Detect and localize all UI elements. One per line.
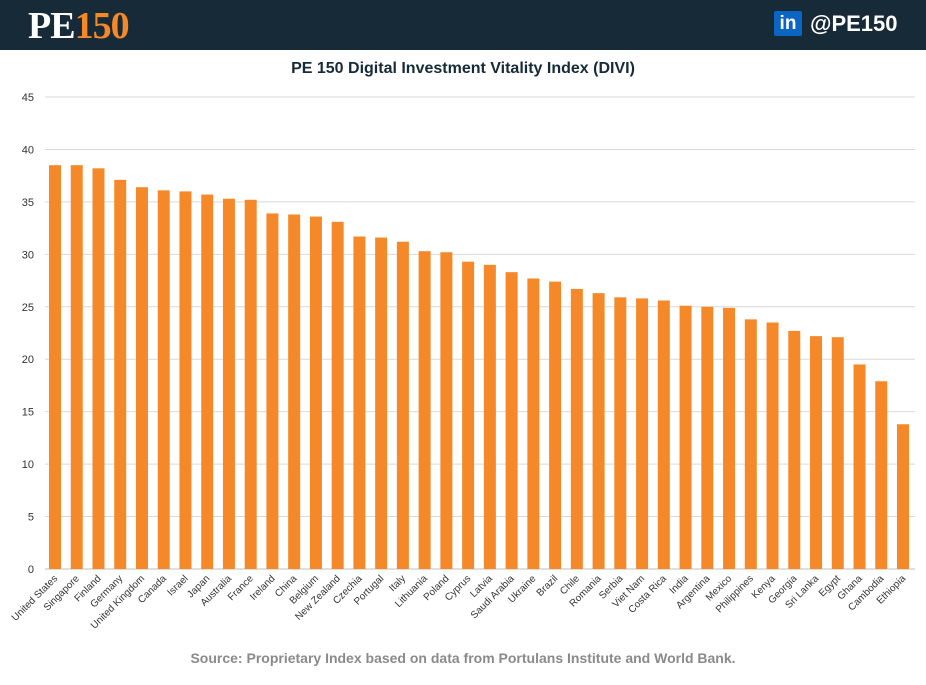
bar-philippines — [744, 319, 757, 569]
bar-ireland — [266, 213, 279, 569]
bar-brazil — [549, 281, 562, 569]
y-tick-label: 10 — [22, 459, 34, 471]
bar-czechia — [353, 236, 366, 569]
linkedin-handle[interactable]: @PE150 — [810, 11, 898, 36]
bar-italy — [396, 241, 409, 569]
linkedin-icon[interactable]: in — [774, 11, 802, 36]
y-tick-label: 30 — [22, 249, 34, 261]
y-tick-label: 20 — [22, 354, 34, 366]
bar-costa-rica — [657, 300, 670, 569]
source-note: Source: Proprietary Index based on data … — [190, 650, 736, 666]
bar-ghana — [853, 364, 866, 569]
bar-viet-nam — [636, 298, 649, 569]
bar-argentina — [701, 306, 714, 569]
bar-saudi-arabia — [505, 272, 518, 569]
bar-canada — [157, 190, 170, 569]
bar-romania — [592, 293, 605, 569]
bar-lithuania — [418, 251, 431, 570]
bar-japan — [201, 194, 214, 569]
bar-india — [679, 305, 692, 569]
bar-poland — [440, 252, 453, 570]
pe150-logo: PE150 — [28, 5, 130, 47]
bar-australia — [222, 198, 235, 569]
bar-serbia — [614, 297, 627, 569]
bar-singapore — [70, 165, 83, 569]
logo-pe: PE — [28, 5, 76, 47]
bar-belgium — [309, 216, 322, 569]
y-tick-label: 35 — [22, 197, 34, 209]
bar-finland — [92, 168, 105, 569]
bar-germany — [114, 179, 127, 569]
bar-mexico — [723, 307, 736, 569]
chart-title: PE 150 Digital Investment Vitality Index… — [291, 60, 635, 77]
y-tick-label: 5 — [28, 512, 34, 524]
bar-cambodia — [875, 381, 888, 569]
y-tick-label: 15 — [22, 407, 34, 419]
bar-ethiopia — [897, 424, 909, 569]
bar-israel — [179, 191, 192, 569]
bar-georgia — [788, 330, 801, 569]
bar-latvia — [483, 264, 496, 569]
header-bar: PE150 in @PE150 — [0, 0, 926, 50]
bar-united-kingdom — [135, 187, 148, 569]
bar-cyprus — [462, 261, 475, 569]
y-tick-label: 0 — [28, 564, 34, 576]
x-tick-label: Ireland — [248, 573, 277, 602]
logo-150: 150 — [74, 5, 130, 47]
bar-new-zealand — [331, 221, 344, 569]
y-tick-label: 40 — [22, 144, 34, 156]
bar-china — [288, 214, 301, 569]
bar-france — [244, 199, 257, 569]
bar-united-states — [49, 165, 61, 569]
bar-chile — [570, 288, 583, 569]
y-tick-label: 45 — [22, 92, 34, 104]
bar-egypt — [831, 337, 844, 569]
bar-ukraine — [527, 278, 540, 569]
bar-sri-lanka — [810, 336, 823, 569]
bar-portugal — [375, 237, 388, 569]
y-tick-label: 25 — [22, 302, 34, 314]
bar-kenya — [766, 322, 779, 569]
x-tick-label: Brazil — [535, 573, 560, 598]
